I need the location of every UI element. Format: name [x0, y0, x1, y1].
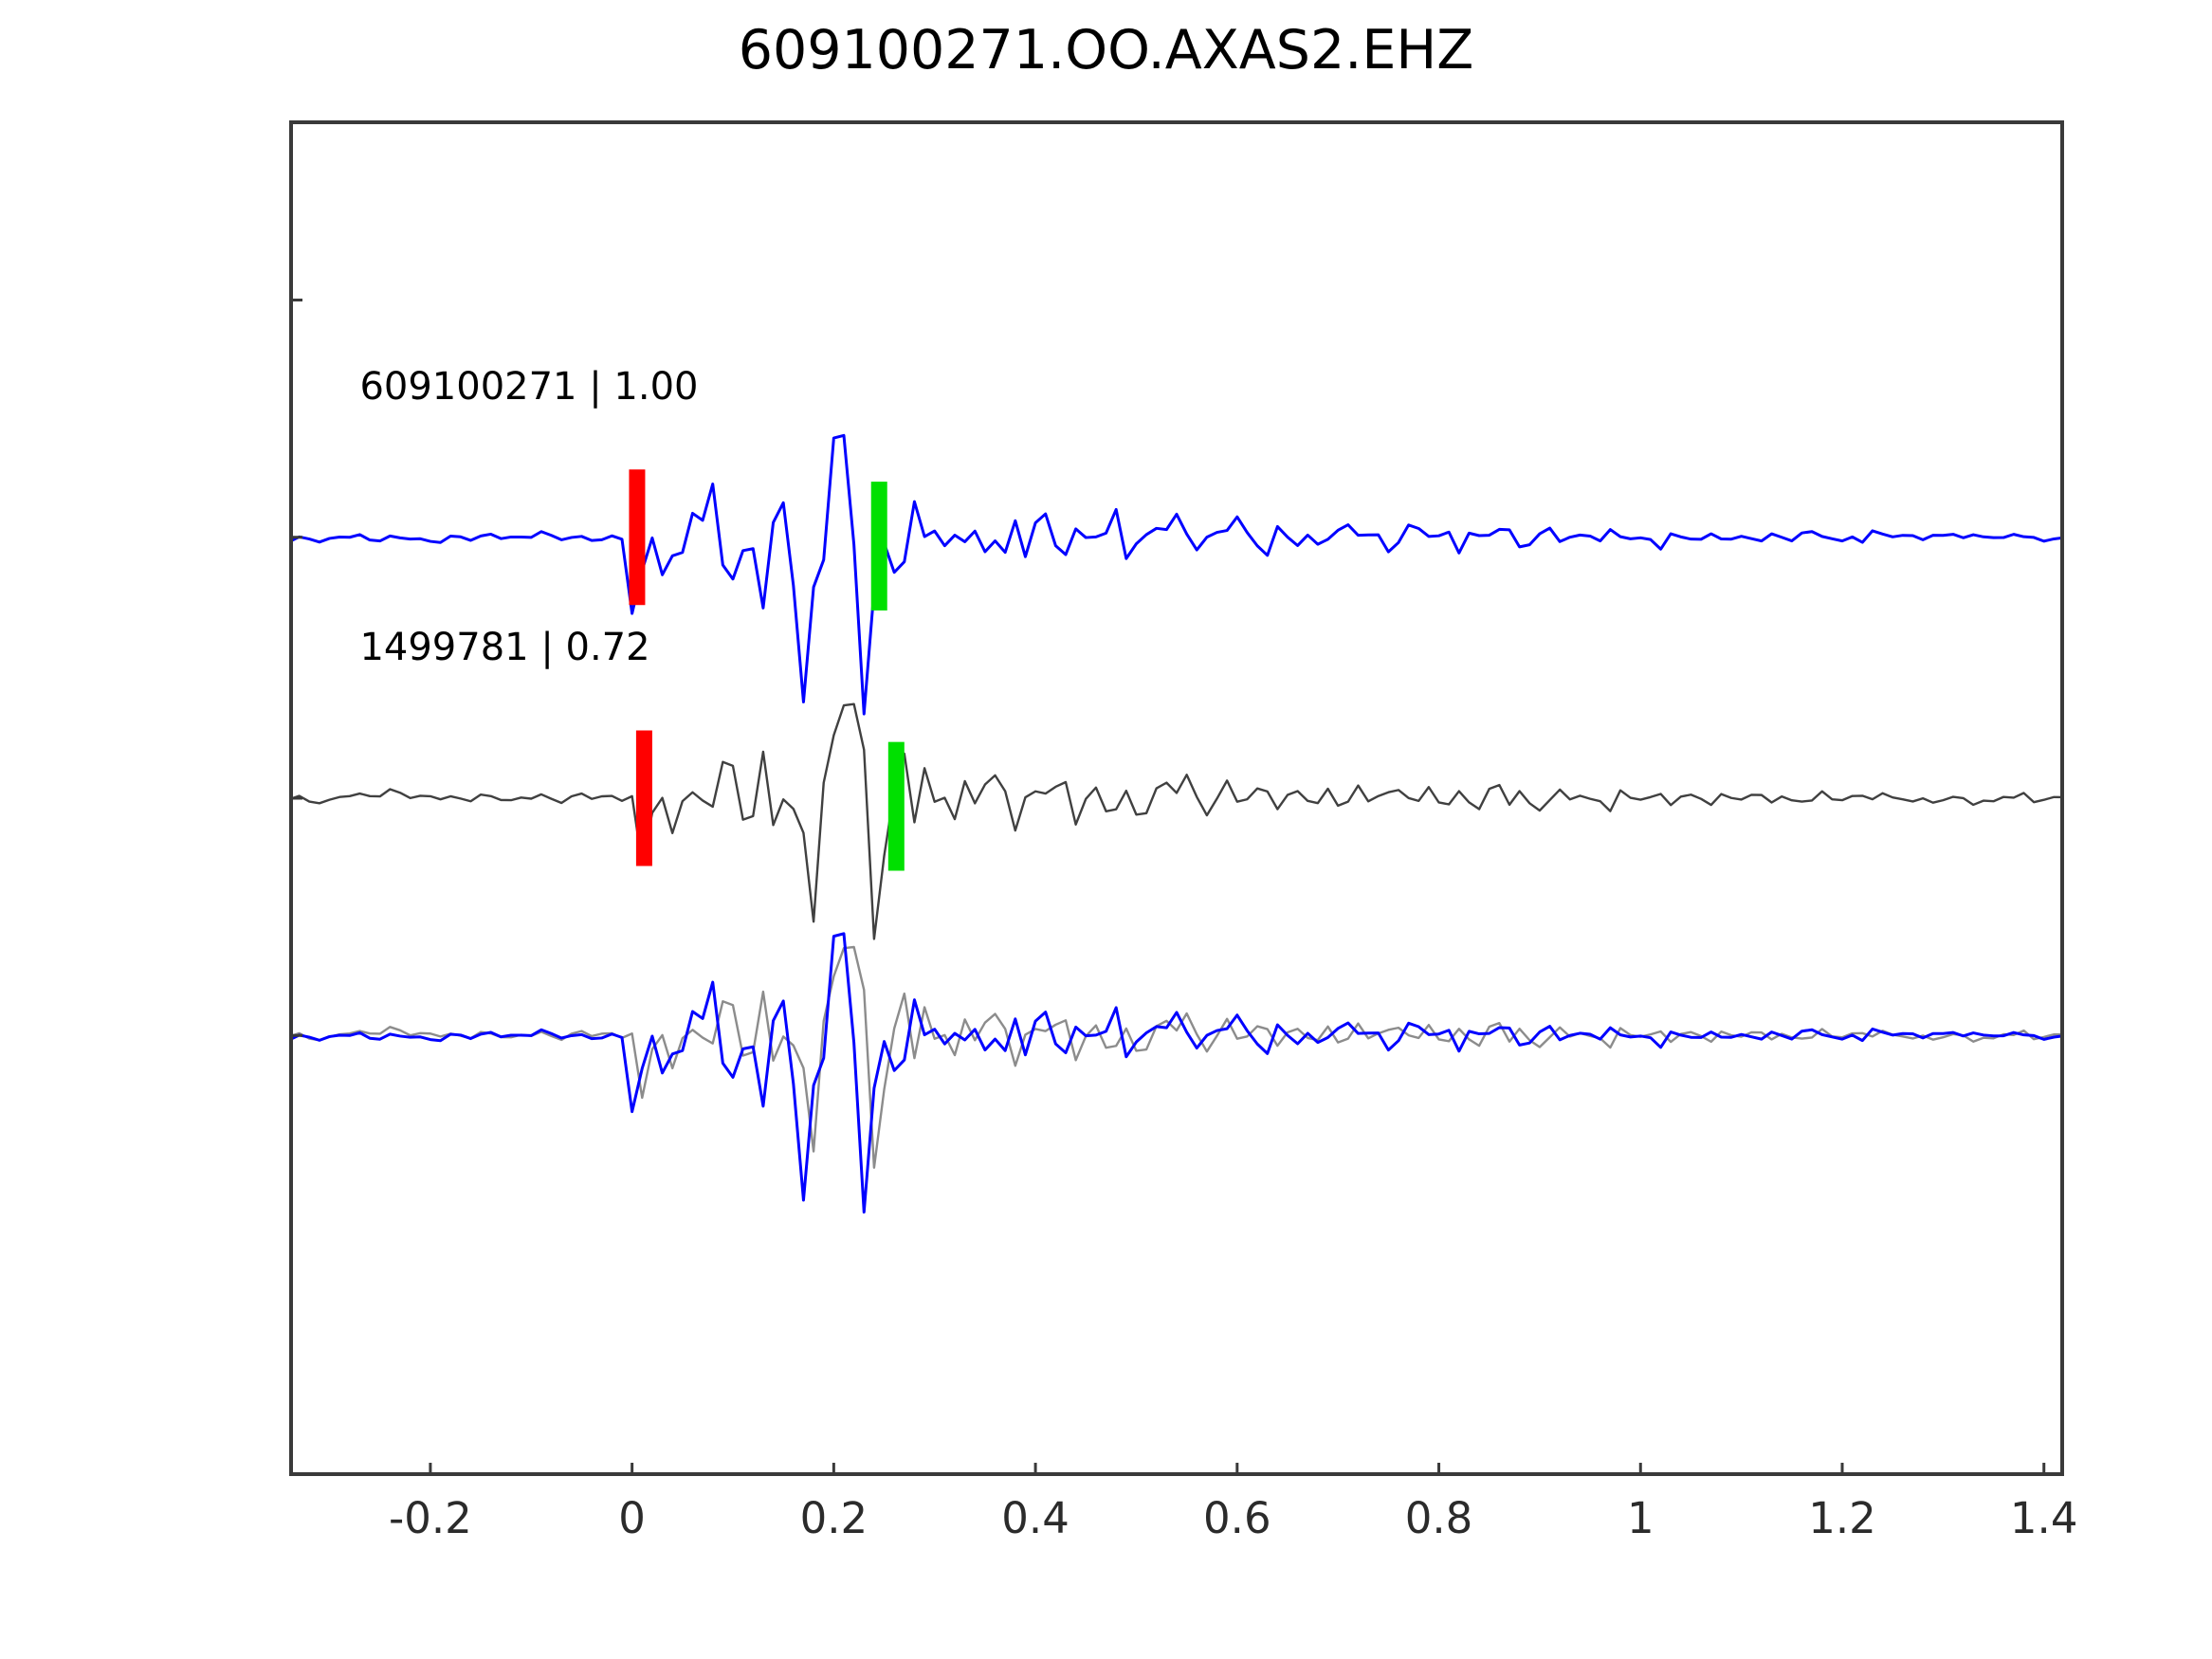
pick-marker-p-pick	[635, 730, 652, 866]
x-tick-label: 1	[1626, 1493, 1654, 1543]
x-tick-label: -0.2	[389, 1493, 472, 1543]
x-tick-label: 1.2	[1808, 1493, 1876, 1543]
waveform-group	[289, 433, 2064, 1214]
waveform-line-template-trace	[289, 433, 2064, 716]
waveform-line-detection-overlay	[289, 945, 2064, 1169]
x-tick-label: 0.8	[1404, 1493, 1473, 1543]
waveform-line-detection-trace	[289, 702, 2064, 940]
x-tick-label: 0.4	[1001, 1493, 1069, 1543]
trace-label-detection-trace: 1499781 | 0.72	[359, 626, 650, 670]
trace-label-template-trace: 609100271 | 1.00	[359, 365, 699, 409]
y-tick-group	[289, 298, 302, 1037]
plot-area: -0.2 0 0.2 0.4 0.6 0.8 1 1.2 1.4 609100271 | 1.00…	[289, 120, 2078, 1543]
x-tick-group	[429, 1463, 2046, 1476]
x-tick-label: 0.2	[799, 1493, 868, 1543]
axes-frame	[289, 120, 2064, 1476]
x-tick-label: 0	[618, 1493, 646, 1543]
x-tick-label: 1.4	[2009, 1493, 2078, 1543]
waveform-plot	[289, 120, 2064, 1476]
pick-marker-p-pick	[629, 469, 646, 606]
pick-marker-s-pick	[887, 741, 905, 871]
x-tick-label: 0.6	[1203, 1493, 1271, 1543]
waveform-line-template-overlay	[289, 932, 2064, 1214]
page-title: 609100271.OO.AXAS2.EHZ	[738, 19, 1474, 82]
pick-marker-s-pick	[870, 482, 887, 611]
